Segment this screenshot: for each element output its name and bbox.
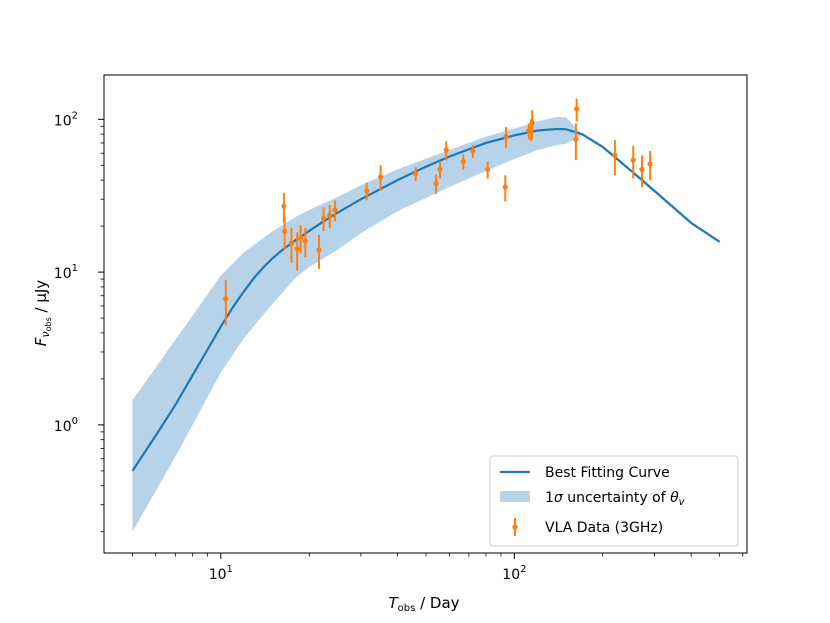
legend-frame (489, 455, 739, 547)
legend-data-marker (512, 524, 518, 530)
data-point (470, 144, 476, 158)
data-marker (612, 152, 618, 159)
data-point (639, 155, 645, 188)
data-marker (433, 180, 439, 187)
data-point (413, 167, 419, 181)
axis-ticks: 101 102 100 101 102 (54, 74, 748, 583)
data-point (377, 165, 384, 191)
data-point (364, 182, 370, 201)
data-point (612, 140, 618, 176)
data-point (321, 207, 327, 232)
data-marker (327, 212, 333, 219)
plot-area (131, 98, 721, 532)
axes-frame (103, 74, 748, 554)
data-point (630, 145, 636, 179)
legend-band-label: 1σ uncertainty of θv (545, 490, 686, 508)
data-point (332, 200, 338, 222)
data-point (502, 175, 508, 202)
legend-curve-label: Best Fitting Curve (545, 465, 670, 481)
legend-data-label: VLA Data (3GHz) (545, 520, 663, 536)
data-marker (485, 166, 491, 173)
x-axis-label: Tobs / Day (388, 594, 459, 614)
y-axis-label: Fνobs / μJy (32, 280, 53, 346)
data-marker (573, 136, 579, 142)
data-point (460, 154, 466, 170)
data-marker (639, 166, 645, 173)
data-marker (413, 171, 419, 177)
data-marker (281, 203, 287, 209)
data-point (298, 225, 304, 254)
data-point (294, 232, 300, 271)
uncertainty-band (132, 116, 720, 532)
y-tick-label: 101 (54, 263, 78, 282)
data-point (223, 279, 229, 326)
data-marker (223, 296, 229, 302)
data-marker (288, 240, 295, 246)
x-tick-label: 101 (209, 564, 233, 583)
data-point (327, 204, 333, 228)
data-marker (302, 238, 308, 244)
data-marker (630, 157, 636, 163)
best-fit-curve (131, 127, 721, 472)
data-marker (574, 106, 580, 112)
data-point (574, 98, 580, 122)
data-marker (529, 120, 535, 126)
data-marker (298, 235, 304, 241)
data-marker (443, 147, 449, 153)
data-marker (294, 246, 300, 252)
data-point (316, 234, 322, 269)
data-point (485, 161, 491, 179)
data-point (282, 216, 288, 250)
data-marker (377, 174, 384, 180)
data-marker (332, 207, 338, 213)
data-point (433, 174, 439, 194)
legend: Best Fitting Curve 1σ uncertainty of θv … (489, 455, 739, 547)
data-marker (282, 228, 288, 234)
legend-band-swatch (500, 491, 530, 502)
data-marker (321, 215, 327, 221)
data-point (529, 110, 535, 139)
data-marker (502, 184, 508, 190)
y-tick-label: 100 (54, 416, 78, 435)
data-marker (316, 247, 322, 253)
x-tick-label: 102 (502, 564, 526, 583)
data-point (503, 127, 509, 148)
data-marker (437, 166, 443, 173)
y-tick-label: 102 (54, 110, 78, 129)
data-marker (503, 134, 509, 140)
data-marker (364, 188, 370, 194)
data-point (573, 123, 579, 161)
data-point (288, 227, 295, 263)
data-point (302, 227, 308, 258)
data-point (647, 151, 653, 181)
data-point (443, 141, 449, 161)
data-marker (460, 158, 466, 165)
data-marker (647, 161, 653, 167)
data-marker (470, 148, 476, 154)
data-point (437, 161, 443, 179)
